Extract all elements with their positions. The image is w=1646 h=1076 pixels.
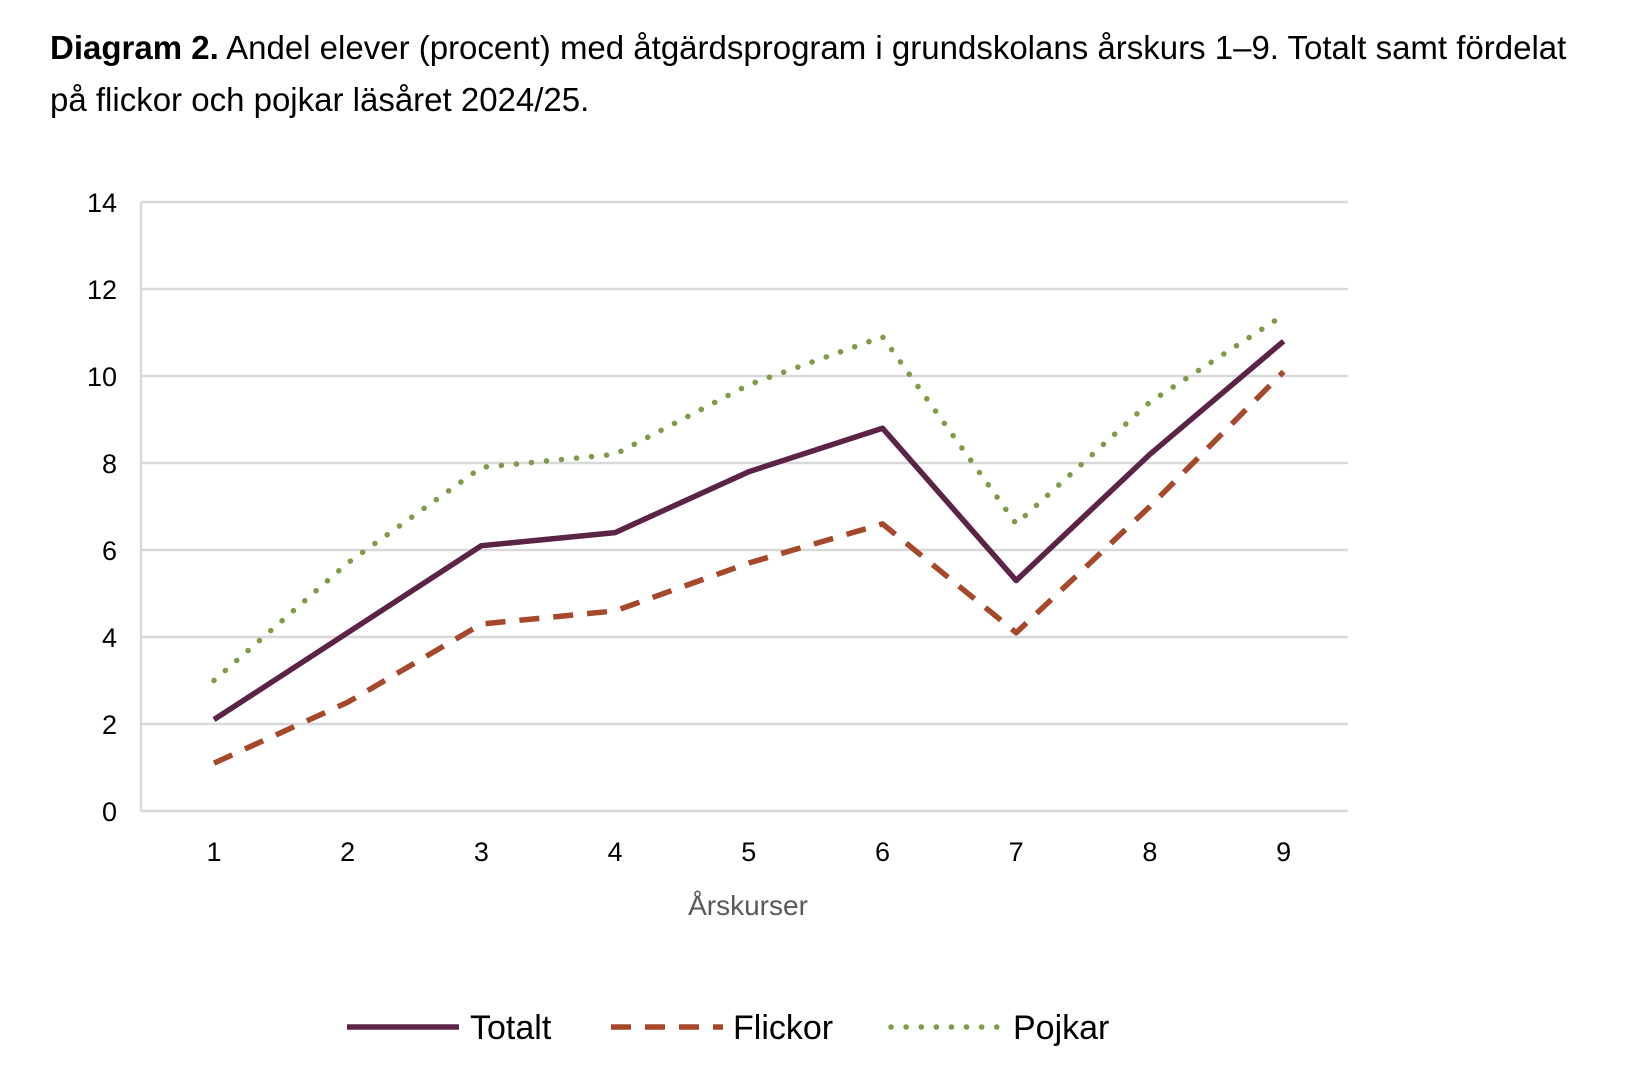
x-tick-label: 6 [875, 837, 890, 867]
data-point [481, 467, 482, 468]
x-axis-title: Årskurser [688, 890, 808, 921]
y-tick-label: 12 [87, 275, 117, 305]
y-tick-label: 14 [87, 188, 117, 218]
x-tick-label: 3 [474, 837, 489, 867]
x-tick-label: 8 [1142, 837, 1157, 867]
data-point [615, 454, 616, 455]
grid-lines [141, 200, 1348, 813]
series-line-pojkar [211, 312, 1287, 684]
legend-label-totalt: Totalt [470, 1009, 552, 1047]
data-point [1283, 315, 1284, 316]
data-point [748, 384, 749, 385]
y-tick-label: 2 [102, 710, 117, 740]
data-point [615, 610, 616, 611]
chart-title-prefix: Diagram 2. [50, 29, 219, 66]
y-tick-label: 6 [102, 536, 117, 566]
data-point [481, 623, 482, 624]
x-tick-label: 9 [1276, 837, 1291, 867]
legend-label-flickor: Flickor [733, 1009, 833, 1047]
x-axis: 1 2 3 4 5 6 7 8 9 [206, 837, 1291, 867]
legend-label-pojkar: Pojkar [1013, 1009, 1109, 1047]
y-tick-label: 8 [102, 449, 117, 479]
x-tick-label: 7 [1009, 837, 1024, 867]
y-axis: 0 2 4 6 8 10 12 14 [87, 188, 143, 827]
chart-title: Diagram 2. Andel elever (procent) med åt… [50, 22, 1610, 126]
series-line-flickor [212, 369, 1286, 766]
x-tick-label: 2 [340, 837, 355, 867]
x-tick-label: 1 [206, 837, 221, 867]
legend: Totalt Flickor Pojkar [347, 1009, 1109, 1047]
chart-title-text: Andel elever (procent) med åtgärdsprogra… [50, 29, 1567, 118]
x-tick-label: 5 [741, 837, 756, 867]
y-tick-label: 4 [102, 623, 117, 653]
series-lines [211, 312, 1287, 766]
x-tick-label: 4 [608, 837, 623, 867]
y-tick-label: 0 [102, 797, 117, 827]
y-tick-label: 10 [87, 362, 117, 392]
series-line-totalt [212, 339, 1286, 722]
